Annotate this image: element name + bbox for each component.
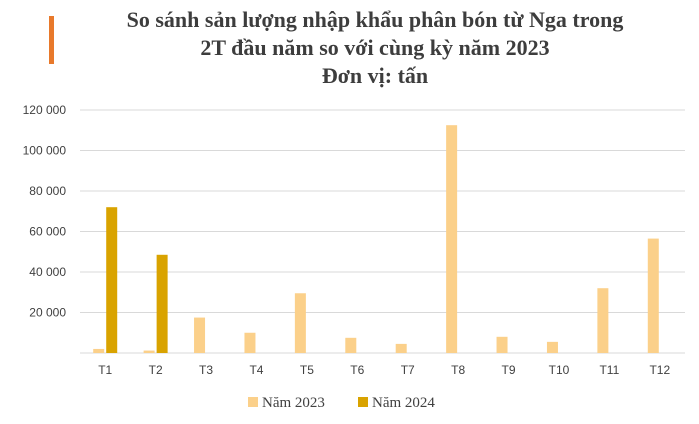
bar-2023-t3 [194, 317, 206, 353]
bar-2023-t11 [597, 288, 609, 353]
x-tick-label: T7 [401, 363, 415, 377]
x-tick-label: T9 [502, 363, 516, 377]
y-tick-label: 40 000 [29, 265, 66, 279]
y-tick-label: 20 000 [29, 306, 66, 320]
y-tick-label: 60 000 [29, 225, 66, 239]
x-tick-label: T10 [549, 363, 570, 377]
legend-swatch [248, 397, 258, 407]
chart-title-line-3: Đơn vị: tấn [321, 63, 429, 88]
bar-2023-t12 [647, 238, 659, 353]
chart-title: So sánh sản lượng nhập khẩu phân bón từ … [60, 6, 690, 90]
legend-swatch [358, 397, 368, 407]
chart-title-line-2: 2T đầu năm so với cùng kỳ năm 2023 [200, 35, 550, 60]
x-tick-label: T11 [599, 363, 619, 377]
legend-label: Năm 2023 [262, 395, 325, 411]
x-tick-label: T12 [649, 363, 670, 377]
x-tick-label: T8 [451, 363, 465, 377]
x-tick-label: T3 [199, 363, 213, 377]
bar-2023-t1 [93, 348, 105, 353]
bar-2023-t9 [496, 336, 508, 353]
bar-2023-t4 [244, 332, 256, 353]
bar-2023-t6 [345, 337, 357, 353]
x-tick-label: T2 [149, 363, 163, 377]
y-tick-label: 80 000 [29, 184, 66, 198]
legend-label: Năm 2024 [372, 395, 435, 411]
x-tick-label: T5 [300, 363, 314, 377]
x-tick-label: T4 [249, 363, 263, 377]
x-tick-label: T1 [98, 363, 112, 377]
bar-2023-t5 [294, 293, 306, 353]
x-tick-label: T6 [350, 363, 364, 377]
y-tick-label: 120 000 [23, 103, 67, 117]
bar-2023-t2 [143, 350, 155, 353]
bar-2023-t7 [395, 343, 407, 353]
bar-2024-t2 [156, 254, 168, 353]
bar-2023-t8 [446, 125, 458, 353]
chart-title-line-1: So sánh sản lượng nhập khẩu phân bón từ … [126, 7, 624, 32]
title-accent-bar [49, 16, 54, 64]
y-tick-label: 100 000 [23, 144, 67, 158]
bar-2024-t1 [106, 207, 118, 353]
bar-2023-t10 [546, 341, 558, 353]
